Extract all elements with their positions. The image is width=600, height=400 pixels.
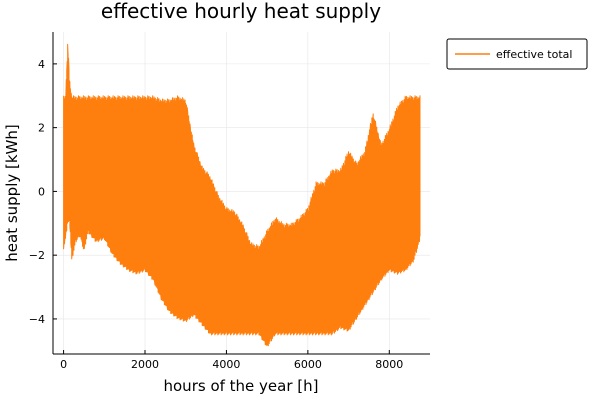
chart-title: effective hourly heat supply [101,0,381,23]
axis-ticks: 0 2000 4000 6000 8000 −4 −2 0 2 4 [29,58,404,371]
legend-label-effective-total: effective total [496,48,572,61]
y-tick-label: 2 [38,122,45,135]
x-tick-label: 6000 [294,358,322,371]
y-tick-label: −2 [29,249,45,262]
legend-box [446,38,588,70]
legend: effective total [446,38,588,70]
x-tick-label: 2000 [131,358,159,371]
x-tick-label: 8000 [375,358,403,371]
series-line-effective-total [63,43,421,347]
x-axis-label: hours of the year [h] [164,377,319,395]
x-tick-label: 4000 [212,358,240,371]
x-tick-label: 0 [60,358,67,371]
series-effective-total [63,43,421,347]
y-tick-label: −4 [29,313,45,326]
y-tick-label: 4 [38,58,45,71]
y-tick-label: 0 [38,185,45,198]
y-axis-label: heat supply [kWh] [3,124,21,261]
